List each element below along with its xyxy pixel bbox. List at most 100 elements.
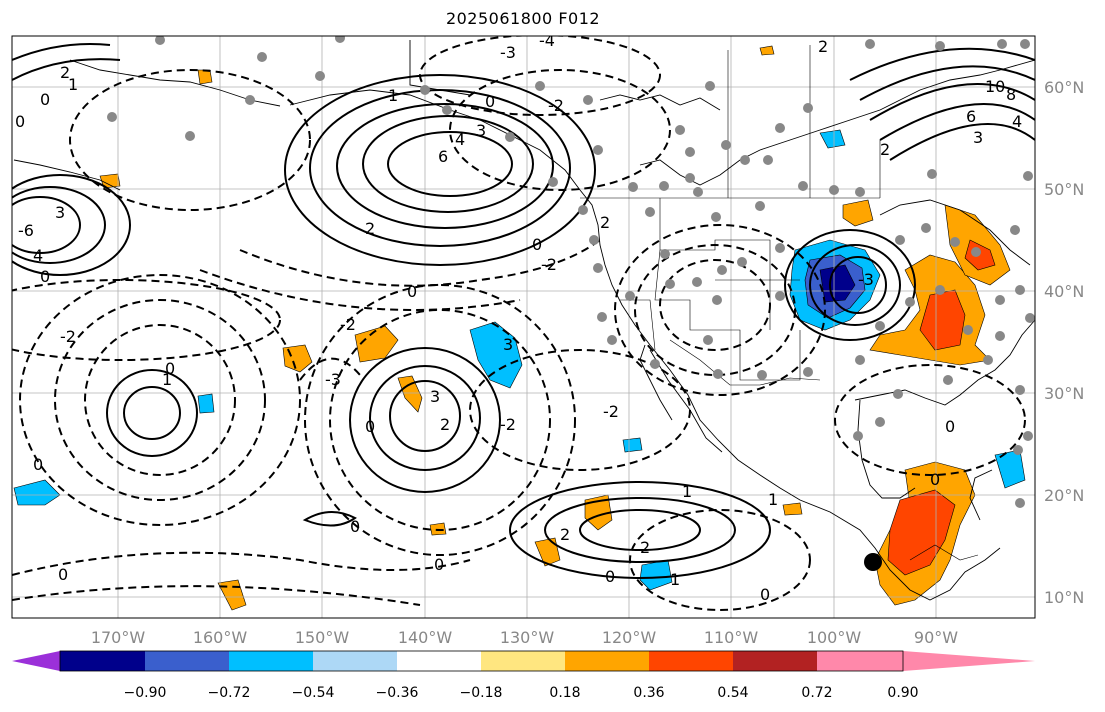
colorbar-tick-label: −0.36 <box>376 685 419 701</box>
contour-label: 1 <box>670 570 680 589</box>
colorbar-segment <box>733 651 818 671</box>
contour-label: 6 <box>966 107 976 126</box>
lon-tick-label: 170°W <box>91 628 146 647</box>
colorbar-extend-max <box>903 651 1035 671</box>
colorbar-tick-label: 0.90 <box>887 685 918 701</box>
contour-label: 3 <box>55 203 65 222</box>
positive-anomaly-region <box>99 173 121 189</box>
contour-label: 0 <box>350 517 360 536</box>
highlight-location-marker <box>864 553 882 571</box>
colorbar-tick-label: 0.18 <box>549 685 580 701</box>
contour-label: 10 <box>985 77 1005 96</box>
lon-tick-label: 130°W <box>500 628 555 647</box>
contour-label: 0 <box>930 470 940 489</box>
contour-label: -2 <box>548 96 564 115</box>
contour-label: 0 <box>165 359 175 378</box>
contour-label: 2 <box>600 213 610 232</box>
colorbar-segment <box>481 651 566 671</box>
station-markers <box>107 36 1035 508</box>
contour-label: 1 <box>768 490 778 509</box>
lon-tick-label: 110°W <box>704 628 759 647</box>
contour-label: 0 <box>760 585 770 604</box>
colorbar-segment <box>649 651 734 671</box>
contour-label: 0 <box>407 282 417 301</box>
contour-labels: 10 8 6 4 3 2 1 0 6 4 3 2 0 0 -2 -2 -3 3 … <box>15 36 1022 604</box>
solid-contours <box>12 43 1035 579</box>
positive-anomaly-region <box>584 494 613 531</box>
contour-label: 1 <box>388 86 398 105</box>
contour-label: 0 <box>945 417 955 436</box>
map-panel: 10 8 6 4 3 2 1 0 6 4 3 2 0 0 -2 -2 -3 3 … <box>12 36 1035 618</box>
lon-tick-label: 100°W <box>807 628 862 647</box>
contour-label: 2 <box>560 525 570 544</box>
latitude-labels: 60°N 50°N 40°N 30°N 20°N 10°N <box>1044 78 1084 607</box>
negative-anomaly-region <box>819 129 846 149</box>
contour-label: 3 <box>503 335 513 354</box>
lat-tick-label: 40°N <box>1044 282 1084 301</box>
contour-label: 0 <box>434 555 444 574</box>
positive-anomaly-region <box>759 45 775 56</box>
contour-label: -3 <box>325 370 341 389</box>
lat-tick-label: 30°N <box>1044 384 1084 403</box>
longitude-labels: 170°W 160°W 150°W 140°W 130°W 120°W 110°… <box>91 628 958 647</box>
colorbar-extend-min <box>12 651 60 671</box>
contour-label: 4 <box>455 130 465 149</box>
lon-tick-label: 140°W <box>398 628 453 647</box>
contour-label: 4 <box>1012 112 1022 131</box>
colorbar-segment <box>313 651 398 671</box>
lon-tick-label: 150°W <box>295 628 350 647</box>
lat-tick-label: 10°N <box>1044 588 1084 607</box>
colorbar: −0.90 −0.72 −0.54 −0.36 −0.18 0.18 0.36 … <box>12 650 1035 701</box>
contour-label: -2 <box>541 255 557 274</box>
lat-tick-label: 60°N <box>1044 78 1084 97</box>
contour-label: -3 <box>500 43 516 62</box>
negative-anomaly-region <box>197 393 215 414</box>
negative-anomaly-region <box>994 449 1026 489</box>
negative-anomaly-region <box>469 321 523 389</box>
contour-label: 3 <box>973 128 983 147</box>
positive-anomaly-region <box>397 375 423 413</box>
colorbar-segment <box>817 651 903 671</box>
contour-label: 0 <box>40 267 50 286</box>
negative-anomaly-region <box>819 264 856 303</box>
map-title: 2025061800 F012 <box>445 9 601 28</box>
contour-label: 0 <box>532 235 542 254</box>
contour-label: 0 <box>605 567 615 586</box>
contour-label: -2 <box>340 315 356 334</box>
colorbar-tick-label: 0.54 <box>717 685 748 701</box>
contour-label: 2 <box>365 219 375 238</box>
lat-tick-label: 50°N <box>1044 180 1084 199</box>
contour-label: 2 <box>880 140 890 159</box>
contour-label: 0 <box>485 92 495 111</box>
contour-label: -2 <box>603 402 619 421</box>
contour-label: -2 <box>500 415 516 434</box>
colorbar-segment <box>229 651 314 671</box>
positive-anomaly-region <box>354 325 399 363</box>
contour-label: 2 <box>440 415 450 434</box>
contour-label: 4 <box>33 246 43 265</box>
contour-label: 3 <box>430 387 440 406</box>
shaded-anomaly-areas <box>13 45 1026 611</box>
lat-tick-label: 20°N <box>1044 486 1084 505</box>
colorbar-tick-label: −0.54 <box>292 685 335 701</box>
lon-tick-label: 160°W <box>193 628 248 647</box>
contour-label: 8 <box>1006 85 1016 104</box>
negative-anomaly-region <box>13 479 61 506</box>
colorbar-tick-label: −0.90 <box>124 685 167 701</box>
contour-label: 0 <box>40 90 50 109</box>
contour-label: 2 <box>60 63 70 82</box>
contour-label: -6 <box>18 221 34 240</box>
colorbar-segment <box>145 651 230 671</box>
contour-label: 0 <box>58 565 68 584</box>
contour-label: 1 <box>682 482 692 501</box>
contour-label: 0 <box>365 417 375 436</box>
colorbar-tick-label: −0.72 <box>208 685 251 701</box>
colorbar-tick-labels: −0.90 −0.72 −0.54 −0.36 −0.18 0.18 0.36 … <box>124 685 919 701</box>
graticule <box>12 36 1035 618</box>
positive-anomaly-core <box>919 289 966 351</box>
map-frame <box>11 35 1036 619</box>
negative-anomaly-region <box>622 437 643 453</box>
contour-label: -2 <box>60 327 76 346</box>
contour-label: 1 <box>162 370 172 389</box>
